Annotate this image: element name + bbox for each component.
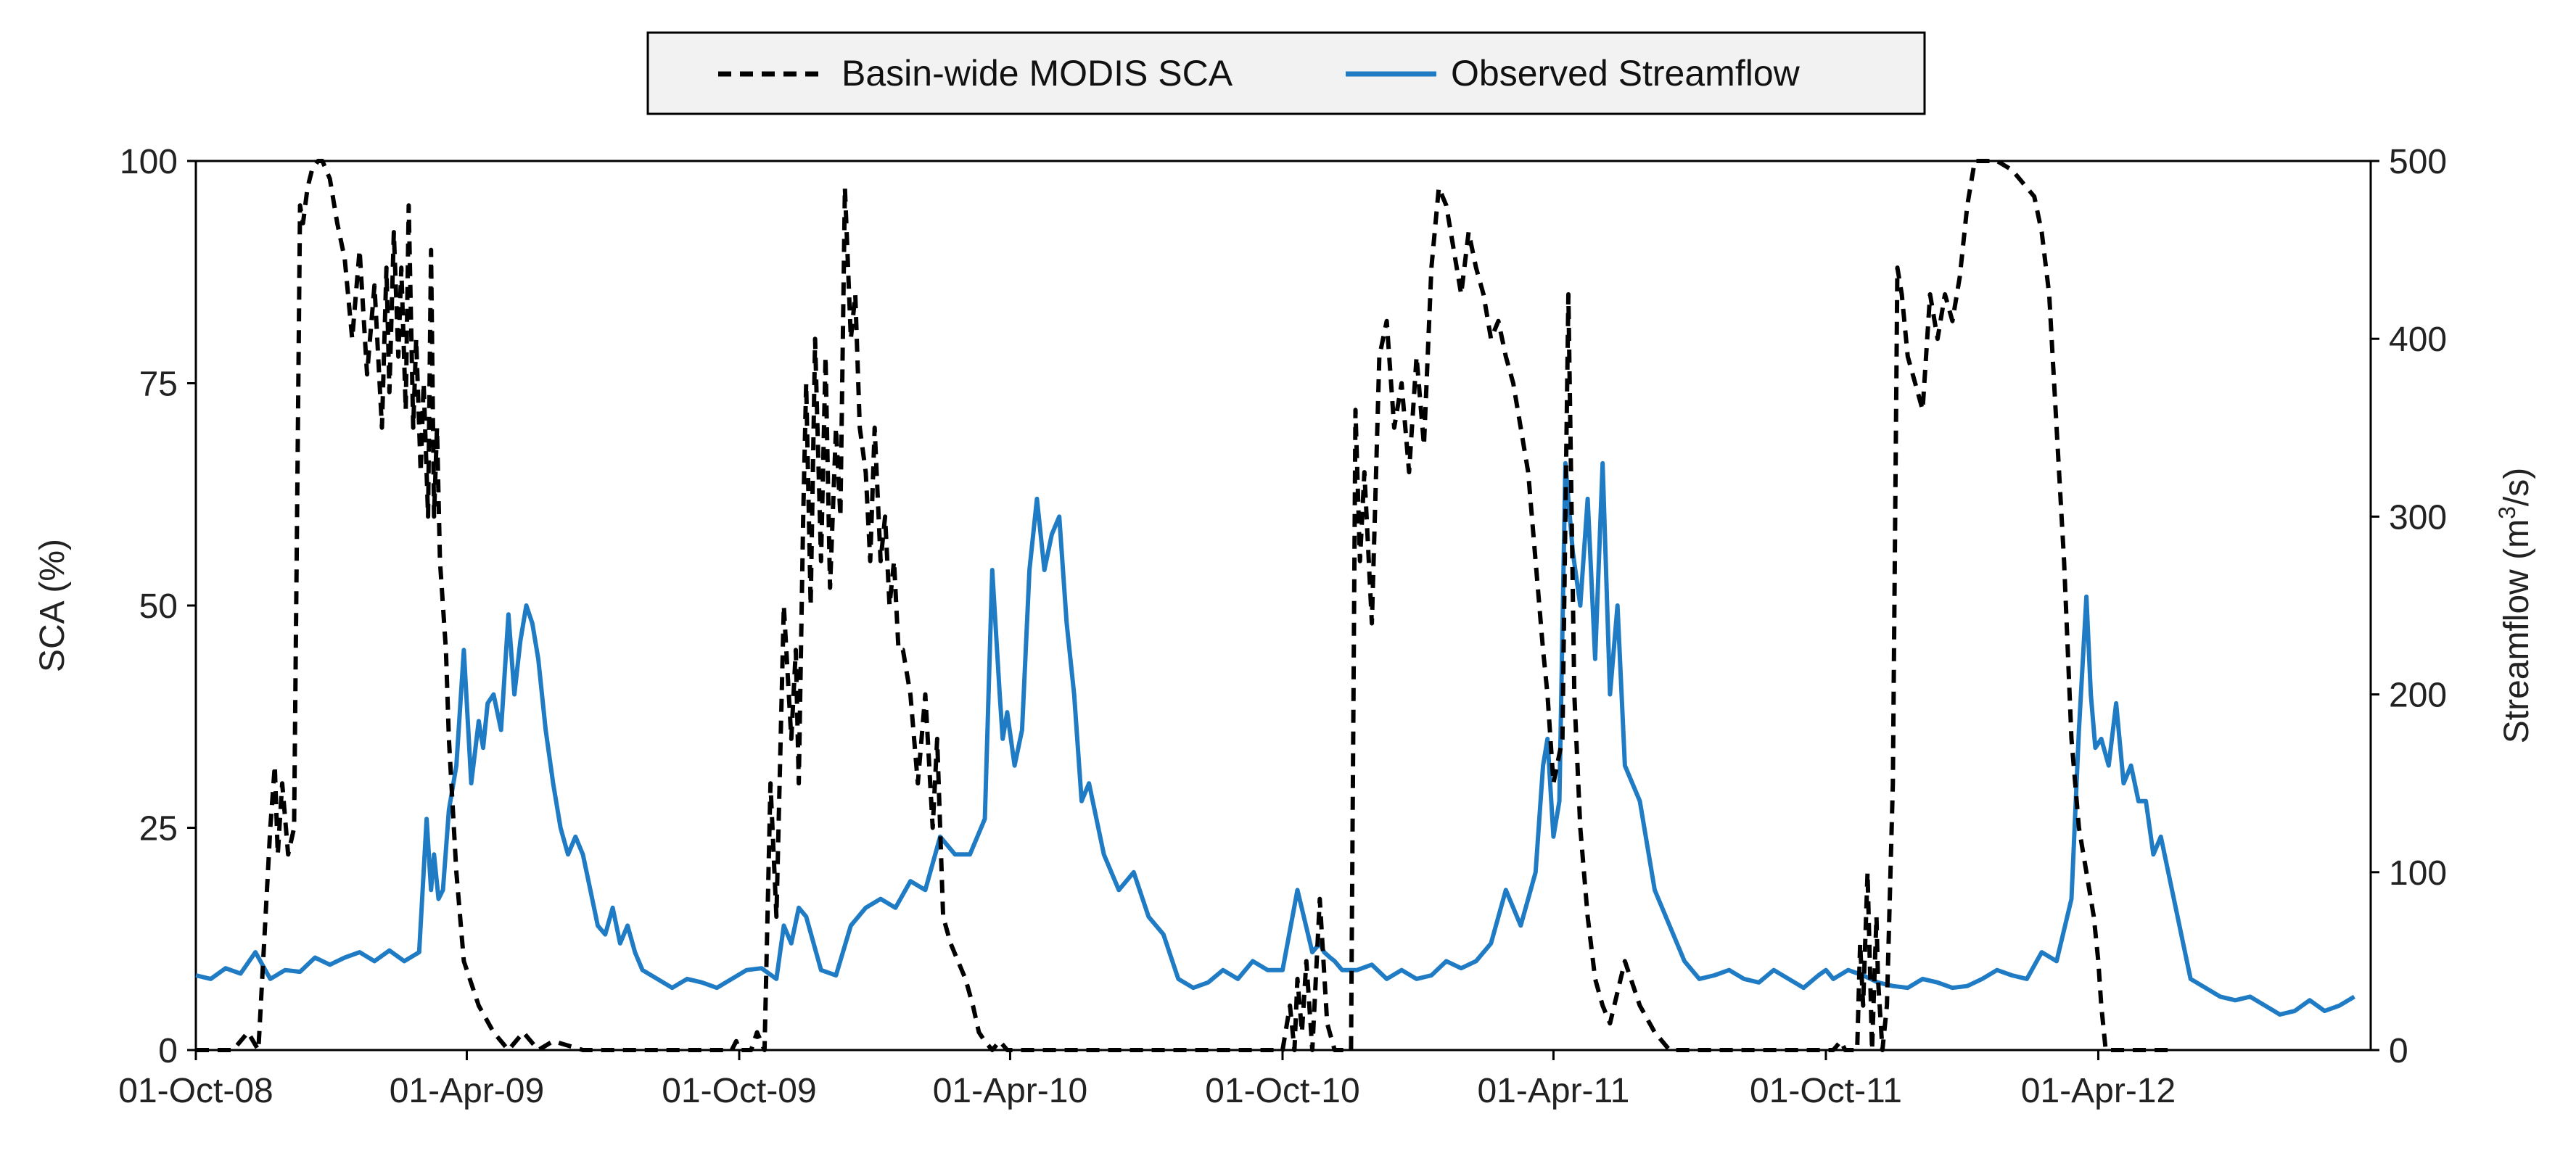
- y-right-title-sup: 3: [2494, 506, 2520, 519]
- y-right-tick-label: 500: [2389, 143, 2447, 181]
- plot-frame: [194, 160, 2372, 1051]
- legend-flow-label: Observed Streamflow: [1451, 53, 1801, 94]
- y-right-axis-title: Streamflow (m3/s): [2494, 468, 2536, 744]
- x-tick-label: 01-Apr-12: [2021, 1072, 2176, 1110]
- x-tick-label: 01-Apr-11: [1477, 1072, 1629, 1110]
- y-right-tick-label: 0: [2389, 1032, 2408, 1070]
- y-right-tick-label: 100: [2389, 854, 2447, 893]
- y-right-title-prefix: Streamflow (m: [2498, 519, 2536, 743]
- sca-series-line: [196, 159, 2176, 1052]
- y-left-tick-label: 50: [139, 587, 178, 626]
- y-left-tick-label: 100: [120, 143, 178, 181]
- x-tick-label: 01-Apr-10: [933, 1072, 1087, 1110]
- legend-box: [646, 31, 1926, 115]
- streamflow-series-line: [195, 460, 2355, 1017]
- x-tick-label: 01-Oct-11: [1750, 1072, 1902, 1110]
- x-tick-label: 01-Oct-08: [118, 1072, 273, 1110]
- y-right-tick-label: 200: [2389, 677, 2447, 715]
- x-tick-label: 01-Oct-09: [662, 1072, 816, 1110]
- x-tick-label: 01-Apr-09: [390, 1072, 544, 1110]
- y-left-tick-label: 25: [139, 810, 178, 848]
- x-axis: 01-Oct-08 01-Apr-09 01-Oct-09 01-Apr-10 01-O…: [118, 1050, 2176, 1110]
- left-axis: 0 25 50 75 100: [120, 143, 196, 1070]
- y-right-tick-label: 400: [2389, 321, 2447, 359]
- right-axis: 0 100 200 300 400 500: [2371, 143, 2447, 1070]
- y-left-tick-label: 0: [158, 1032, 178, 1070]
- y-right-title-suffix: /s): [2498, 468, 2536, 506]
- y-right-tick-label: 300: [2389, 498, 2447, 537]
- legend-sca-label: Basin-wide MODIS SCA: [841, 53, 1233, 94]
- legend: Basin-wide MODIS SCA Observed Streamflow: [646, 31, 1926, 115]
- x-tick-label: 01-Oct-10: [1205, 1072, 1359, 1110]
- y-left-tick-label: 75: [139, 365, 178, 404]
- y-left-axis-title: SCA (%): [33, 539, 72, 672]
